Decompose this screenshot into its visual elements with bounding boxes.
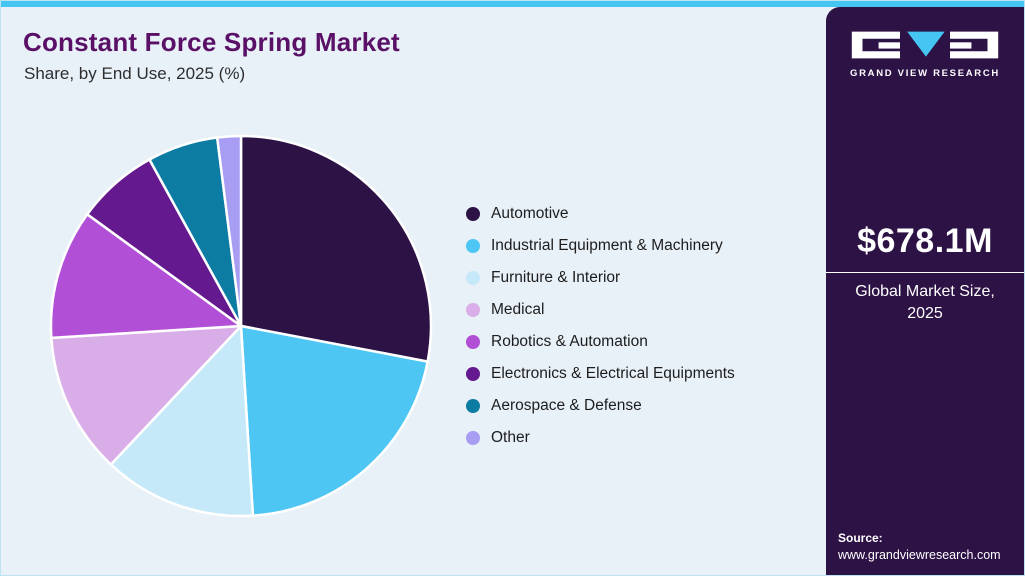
market-size-label-line2: 2025 — [907, 305, 943, 323]
page-subtitle: Share, by End Use, 2025 (%) — [24, 64, 246, 83]
legend-swatch — [466, 238, 480, 253]
pie-slice-other — [215, 134, 243, 328]
legend-item: Furniture & Interior — [466, 268, 735, 287]
source-url[interactable]: www.grandviewresearch.com — [838, 548, 1001, 562]
legend-swatch — [466, 430, 480, 445]
legend-swatch — [466, 334, 480, 349]
top-accent-bar — [1, 1, 1024, 7]
legend-swatch — [466, 206, 480, 221]
legend-item: Automotive — [466, 204, 735, 223]
legend-item: Medical — [466, 300, 735, 319]
legend-label: Aerospace & Defense — [491, 396, 642, 414]
legend-item: Industrial Equipment & Machinery — [466, 236, 735, 255]
pie-slice-industrial-equipment-machinery — [239, 324, 429, 517]
legend-swatch — [466, 398, 480, 413]
gvr-logo: GRAND VIEW RESEARCH — [850, 29, 1000, 79]
market-size-block: $678.1M Global Market Size, 2025 — [826, 222, 1024, 326]
divider-line — [826, 272, 1024, 273]
pie-chart — [49, 134, 433, 518]
page-title: Constant Force Spring Market — [23, 27, 400, 57]
legend: Automotive Industrial Equipment & Machine… — [466, 204, 735, 460]
pie-slice-medical — [50, 324, 243, 466]
pie-slice-automotive — [239, 134, 433, 363]
legend-item: Electronics & Electrical Equipments — [466, 364, 735, 383]
legend-item: Aerospace & Defense — [466, 396, 735, 415]
legend-label: Electronics & Electrical Equipments — [491, 364, 735, 382]
gvr-logo-icon — [851, 31, 999, 59]
legend-label: Industrial Equipment & Machinery — [491, 236, 723, 254]
source-block: Source: www.grandviewresearch.com — [826, 531, 1009, 575]
legend-item: Other — [466, 428, 735, 447]
legend-label: Robotics & Automation — [491, 332, 648, 350]
market-size-value: $678.1M — [857, 222, 993, 260]
sidebar: GRAND VIEW RESEARCH $678.1M Global Marke… — [826, 7, 1024, 575]
pie-slice-robotics-automation — [49, 213, 243, 340]
legend-label: Medical — [491, 300, 545, 318]
logo-wordmark: GRAND VIEW RESEARCH — [849, 68, 1000, 79]
legend-item: Robotics & Automation — [466, 332, 735, 351]
legend-label: Furniture & Interior — [491, 268, 621, 286]
legend-swatch — [466, 302, 480, 317]
market-size-label: Global Market Size, 2025 — [826, 281, 1024, 326]
source-label: Source: — [838, 531, 883, 545]
legend-swatch — [466, 366, 480, 381]
legend-label: Automotive — [491, 204, 569, 222]
legend-label: Other — [491, 428, 530, 446]
market-size-label-line1: Global Market Size, — [855, 283, 995, 300]
legend-swatch — [466, 270, 480, 285]
pie-slice-furniture-interior — [109, 324, 255, 518]
